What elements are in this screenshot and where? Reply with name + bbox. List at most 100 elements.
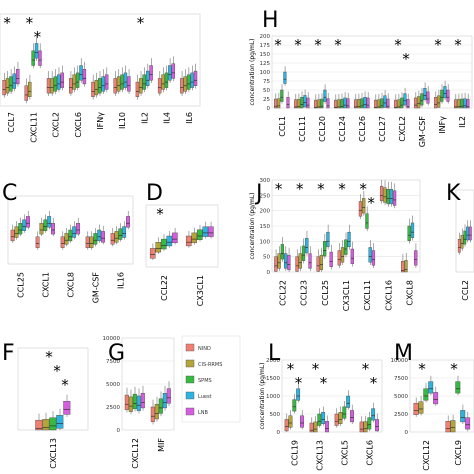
y-tick-label: 175 [260,43,271,49]
y-tick-label: 5000 [106,382,120,388]
box-gm-csf-series-2 [420,93,424,106]
significance-star: * [362,360,370,378]
box-il16-series-0 [110,233,115,245]
legend-swatch [185,359,195,368]
box-ccl11-series-3 [303,95,307,108]
box-cx3cl1-series-4 [208,226,214,237]
box-cxcl8-series-1 [64,233,69,245]
box-cxcl12-series-1 [418,401,424,414]
box-cxcl1-series-0 [35,236,40,248]
box-ccl25-series-1 [319,254,324,271]
significance-star: * [137,14,145,32]
significance-star: * [61,376,69,394]
y-tick-label: 7500 [394,376,408,382]
box-cxcl1-series-4 [51,222,55,235]
category-label: CCL24 [338,116,347,142]
box-ccl24-series-2 [340,99,344,109]
box-cx3cl1-series-2 [344,239,348,255]
box-ccl23-series-3 [305,238,309,254]
box-ccl24-series-1 [337,99,341,109]
legend-label: SPMS [198,378,212,384]
box-cxcl16-series-1 [383,187,387,203]
box-cxcl12-series-3 [428,381,434,394]
box-cxcl12-series-3 [136,395,141,411]
panel-letter-C: C [2,181,17,206]
significance-star: * [34,28,42,46]
significance-star: * [156,205,164,223]
category-label: CXCL11 [363,280,372,311]
box-gm-csf-series-3 [97,229,102,242]
y-tick-label: 500 [270,412,281,418]
category-label: GM-CSF [92,272,101,304]
box-ccl2-series-3 [466,226,469,241]
box-il2-series-0 [454,99,458,109]
box-ifnγ-series-3 [101,76,105,92]
category-label: CXCL11 [29,112,38,143]
box-gm-csf-series-3 [423,87,427,100]
box-il2-series-1 [457,99,461,109]
box-ccl20-series-2 [320,98,324,109]
box-infγ-series-1 [437,95,441,108]
legend-swatch [185,375,195,384]
box-gm-csf-series-1 [417,96,421,109]
box-ccl27-series-2 [380,98,384,109]
box-il2-series-0 [135,81,140,98]
category-label: CXCL2 [398,116,407,142]
box-ccl7-series-1 [5,78,10,94]
significance-star: * [370,374,378,392]
box-ccl19-series-0 [284,419,289,432]
box-ccl22-series-4 [172,232,178,244]
box-cxcl2-series-2 [400,97,404,109]
category-label: CXCL1 [42,272,51,298]
box-cxcl6-series-4 [82,68,87,85]
box-ccl20-series-4 [326,98,330,109]
box-ccl27-series-3 [383,95,387,108]
box-ccl22-series-2 [280,244,284,260]
panel-letter-F: F [2,341,15,366]
significance-star: * [294,36,302,54]
box-cxcl9-series-4 [465,417,471,430]
y-axis-label: concentration (pg/mL) [249,39,256,106]
box-ccl22-series-1 [155,241,162,253]
box-cxcl2-series-1 [50,78,54,94]
box-cxcl13-series-1 [42,419,50,431]
box-cxcl13-series-3 [321,412,326,424]
significance-star: * [320,374,328,392]
box-il4-series-2 [164,72,169,88]
box-cxcl8-series-4 [76,222,80,235]
significance-star: * [53,362,61,380]
box-cxcl13-series-2 [49,417,57,431]
box-ccl7-series-4 [16,68,20,85]
box-il16-series-3 [122,226,127,238]
box-ccl2-series-2 [463,230,467,245]
box-ccl1-series-1 [277,98,281,109]
y-tick-label: 25 [263,97,270,103]
box-il2-series-2 [142,74,146,90]
box-ccl25-series-3 [326,231,330,248]
box-cxcl6-series-1 [72,74,76,90]
box-il2-series-4 [149,65,153,81]
box-ccl26-series-1 [357,99,361,109]
box-il10-series-3 [123,72,128,88]
box-cx3cl1-series-2 [197,229,203,240]
box-infγ-series-3 [443,86,447,99]
box-cx3cl1-series-1 [191,232,198,244]
category-label: IL10 [118,112,127,129]
significance-star: * [317,180,325,198]
legend-label: Luest [198,394,212,400]
box-il16-series-2 [118,228,123,240]
significance-star: * [450,360,458,378]
box-infγ-series-2 [440,89,444,102]
box-ccl22-series-0 [274,256,278,272]
chart-panel-g: 0 2500 5000 7500 10000 CXCL12 MIF [103,336,175,469]
box-ccl22-series-0 [149,248,156,259]
box-cxcl2-series-1 [397,99,401,109]
box-ccl1-series-3 [283,71,287,84]
box-ccl11-series-0 [294,99,298,109]
category-label: IL2 [140,112,149,124]
box-ccl25-series-4 [26,216,30,228]
legend-label: NIND [198,346,211,352]
box-gm-csf-series-4 [426,91,430,104]
box-ccl2-series-1 [460,234,464,249]
